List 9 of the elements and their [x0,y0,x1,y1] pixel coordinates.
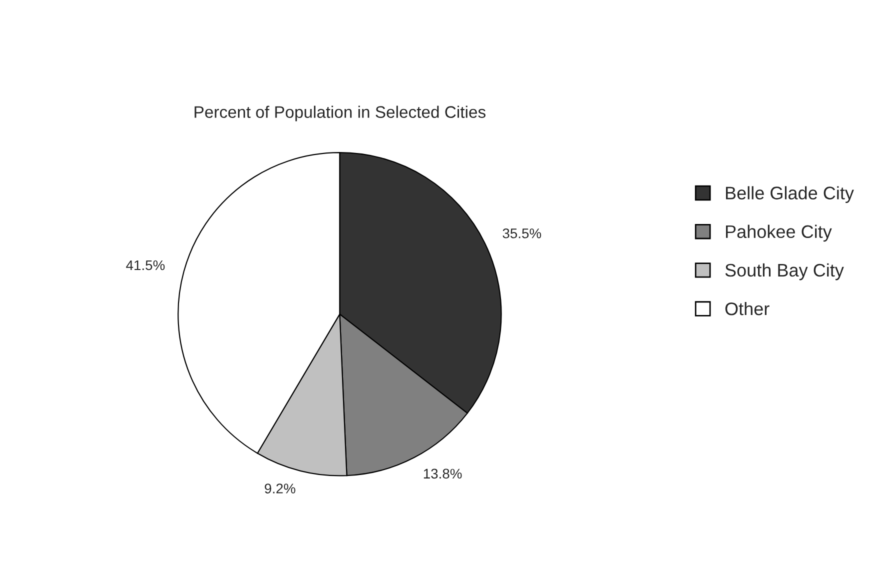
legend-label: Pahokee City [726,224,832,242]
data-label: 13.8% [424,468,462,479]
chart-title: Percent of Population in Selected Cities [194,106,486,122]
legend-label: South Bay City [725,263,844,280]
legend-label: Other [725,302,770,316]
data-label: 35.5% [502,228,542,238]
data-label: 9.2% [264,484,296,494]
data-label: 41.5% [126,260,165,270]
legend-label: Belle Glade City [726,186,854,204]
